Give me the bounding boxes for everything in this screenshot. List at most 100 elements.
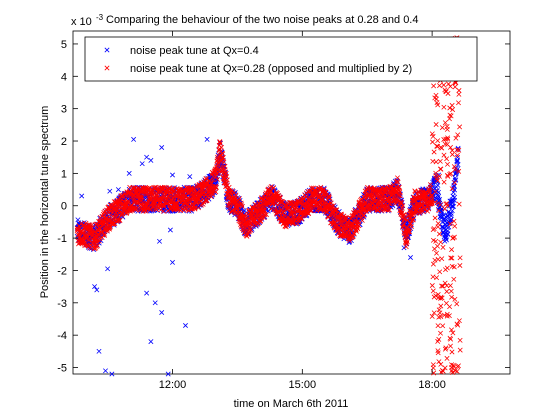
- data-point-red: [437, 202, 443, 208]
- y-axis-label: Position in the horizontal tune spectrum: [39, 106, 51, 299]
- y-tick-label: 5: [61, 39, 67, 51]
- data-point-red: [441, 312, 447, 318]
- data-point-red: [445, 161, 450, 167]
- data-point-red: [449, 349, 455, 355]
- data-point-red: [456, 100, 461, 106]
- data-point-red: [434, 250, 439, 256]
- data-point-red: [239, 204, 245, 209]
- data-point-red: [157, 189, 163, 194]
- data-point-red: [444, 289, 450, 294]
- data-point-red: [200, 185, 206, 191]
- data-point-blue: [450, 197, 456, 203]
- data-point-red: [430, 288, 436, 294]
- data-point-red: [311, 193, 317, 198]
- data-point-red: [429, 193, 434, 199]
- data-point-blue: [107, 188, 113, 194]
- data-point-red: [160, 208, 166, 214]
- data-point-red: [433, 122, 439, 127]
- data-point-blue: [452, 194, 458, 200]
- data-point-blue: [131, 136, 137, 142]
- data-point-red: [457, 347, 463, 353]
- data-point-red: [441, 104, 447, 110]
- data-point-red: [442, 206, 448, 212]
- data-point-red: [456, 91, 462, 97]
- data-point-red: [426, 206, 432, 212]
- data-point-red: [433, 189, 438, 195]
- data-point-red: [215, 176, 220, 182]
- data-point-red: [407, 229, 413, 235]
- data-point-red: [427, 185, 433, 191]
- data-point-red: [443, 345, 449, 351]
- data-point-red: [252, 201, 258, 207]
- data-point-red: [453, 135, 459, 141]
- data-point-red: [456, 318, 462, 324]
- data-point-red: [442, 87, 448, 93]
- data-point-red: [400, 203, 406, 209]
- data-point-red: [303, 194, 309, 200]
- data-point-red: [452, 167, 458, 173]
- data-point-red: [432, 215, 438, 221]
- data-point-red: [416, 190, 422, 196]
- data-point-red: [400, 223, 406, 228]
- legend-box: [84, 36, 478, 82]
- data-point-blue: [437, 197, 443, 202]
- data-point-red: [431, 310, 437, 316]
- chart-title: Comparing the behaviour of the two noise…: [106, 14, 419, 26]
- data-point-blue: [170, 172, 175, 178]
- data-point-red: [454, 368, 460, 374]
- data-point-red: [232, 210, 238, 216]
- data-point-blue: [103, 368, 108, 374]
- data-point-red: [405, 233, 411, 239]
- data-point-red: [86, 238, 92, 243]
- data-point-red: [444, 156, 450, 162]
- data-point-red: [358, 196, 364, 202]
- data-point-blue: [105, 266, 111, 272]
- data-point-red: [435, 143, 441, 149]
- legend-entry-blue: noise peak tune at Qx=0.4: [104, 45, 259, 57]
- data-point-red: [457, 263, 463, 268]
- data-point-red: [385, 207, 391, 213]
- data-point-red: [332, 220, 338, 226]
- data-point-red: [395, 175, 400, 181]
- data-point-red: [449, 263, 455, 269]
- data-point-blue: [444, 237, 449, 243]
- data-point-red: [346, 229, 352, 235]
- data-point-red: [307, 208, 313, 214]
- data-point-blue: [126, 170, 132, 176]
- data-point-red: [436, 231, 442, 237]
- data-point-red: [444, 126, 450, 132]
- data-point-red: [449, 294, 455, 300]
- data-point-red: [213, 171, 219, 177]
- data-point-red: [221, 159, 227, 165]
- data-point-red: [111, 221, 117, 226]
- data-point-blue: [139, 161, 145, 167]
- data-point-red: [457, 337, 463, 343]
- data-point-blue: [115, 187, 121, 193]
- data-point-red: [120, 192, 126, 198]
- data-point-blue: [204, 136, 210, 142]
- data-point-red: [457, 124, 463, 130]
- data-point-red: [404, 240, 410, 246]
- data-point-red: [451, 218, 457, 224]
- data-point-red: [433, 96, 439, 102]
- data-point-blue: [452, 187, 458, 193]
- data-point-red: [437, 158, 443, 164]
- data-points: [74, 35, 463, 377]
- data-point-blue: [152, 300, 158, 306]
- data-point-red: [444, 265, 450, 271]
- data-point-blue: [167, 227, 173, 233]
- data-point-red: [430, 274, 436, 280]
- data-point-red: [264, 212, 269, 218]
- data-point-blue: [455, 154, 460, 160]
- data-point-red: [257, 203, 263, 209]
- legend-marker-red-x: [104, 65, 110, 71]
- data-point-red: [408, 224, 414, 230]
- data-point-red: [429, 283, 435, 288]
- data-point-red: [356, 223, 362, 229]
- data-point-red: [441, 152, 447, 158]
- data-point-red: [439, 256, 445, 262]
- data-point-blue: [144, 154, 150, 160]
- data-point-red: [441, 179, 447, 185]
- data-point-red: [448, 336, 454, 342]
- data-point-red: [173, 201, 179, 207]
